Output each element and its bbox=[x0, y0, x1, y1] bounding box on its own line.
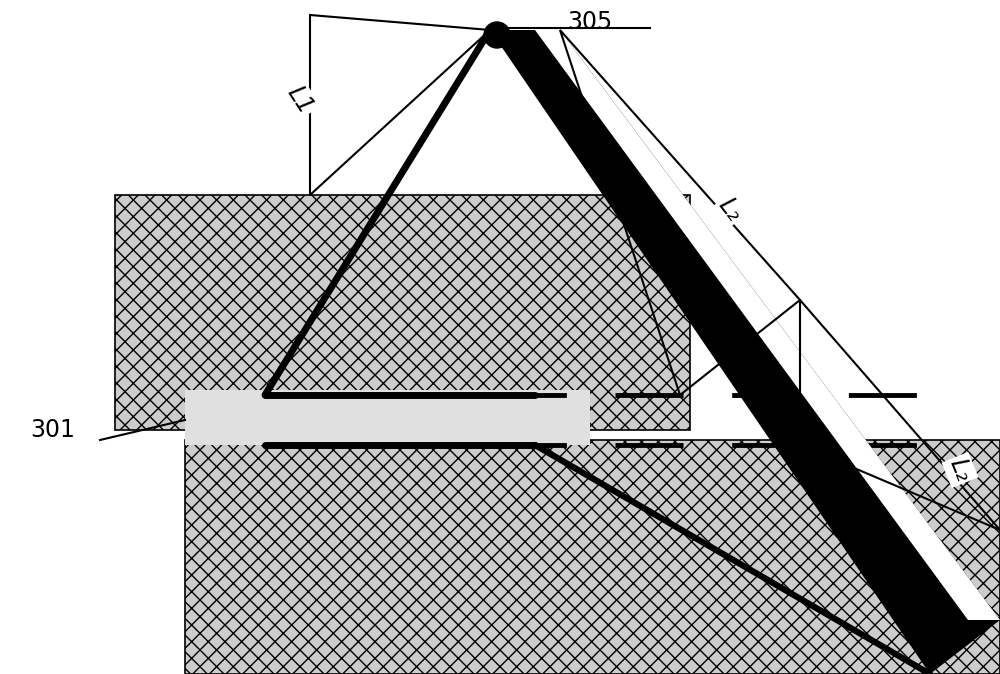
Text: L1: L1 bbox=[282, 82, 318, 119]
Text: L₂: L₂ bbox=[714, 193, 746, 226]
Circle shape bbox=[484, 22, 510, 48]
Polygon shape bbox=[490, 30, 1000, 674]
Polygon shape bbox=[535, 30, 1000, 620]
Bar bbox=[115, 195, 690, 430]
Text: 301: 301 bbox=[30, 418, 75, 442]
Text: 305: 305 bbox=[567, 10, 613, 34]
Bar bbox=[185, 390, 590, 445]
Text: L₂: L₂ bbox=[945, 455, 975, 485]
Bar bbox=[185, 440, 1000, 674]
